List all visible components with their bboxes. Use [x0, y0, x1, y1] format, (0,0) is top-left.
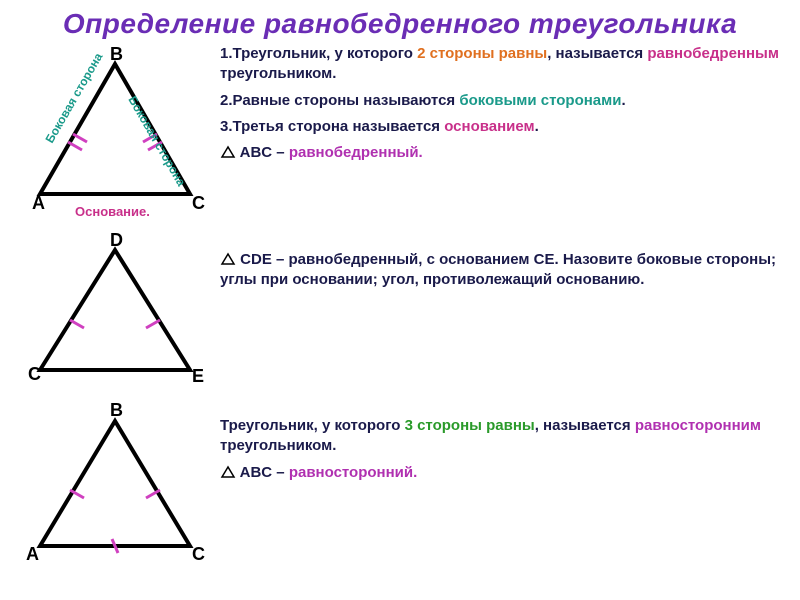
vertex-d: D — [110, 230, 123, 250]
row-2: C D E CDE – равнобедренный, с основанием… — [20, 230, 780, 390]
def-3: 3.Третья сторона называется основанием. — [220, 117, 780, 137]
side-right-label: Боковая сторона — [125, 94, 188, 189]
vertex-a3: A — [26, 544, 39, 564]
content: A B C Боковая сторона Боковая сторона Ос… — [0, 44, 800, 572]
page-title: Определение равнобедренного треугольника — [0, 0, 800, 44]
vertex-e: E — [192, 366, 204, 386]
triangle-icon — [220, 145, 236, 159]
figure-2: C D E — [20, 230, 220, 390]
base-label: Основание. — [75, 204, 150, 219]
def-1: 1.Треугольник, у которого 2 стороны равн… — [220, 44, 780, 85]
text-block-1: 1.Треугольник, у которого 2 стороны равн… — [220, 44, 780, 169]
row-3: A B C Треугольник, у которого 3 стороны … — [20, 396, 780, 566]
stmt-abc-eq: ABC – равносторонний. — [220, 463, 780, 483]
vertex-b: B — [110, 44, 123, 64]
vertex-c3: C — [192, 544, 205, 564]
def-equilateral: Треугольник, у которого 3 стороны равны,… — [220, 416, 780, 457]
triangle-abc-isosceles: A B C Боковая сторона Боковая сторона Ос… — [20, 44, 220, 224]
triangle-cde: C D E — [20, 230, 220, 390]
row-1: A B C Боковая сторона Боковая сторона Ос… — [20, 44, 780, 224]
figure-3: A B C — [20, 396, 220, 566]
stmt-cde: CDE – равнобедренный, с основанием CE. Н… — [220, 250, 780, 291]
text-block-2: CDE – равнобедренный, с основанием CE. Н… — [220, 230, 780, 297]
figure-1: A B C Боковая сторона Боковая сторона Ос… — [20, 44, 220, 224]
vertex-a: A — [32, 193, 45, 213]
text-block-3: Треугольник, у которого 3 стороны равны,… — [220, 396, 780, 489]
def-2: 2.Равные стороны называются боковыми сто… — [220, 91, 780, 111]
stmt-abc-iso: ABC – равнобедренный. — [220, 143, 780, 163]
triangle-icon — [220, 252, 236, 266]
triangle-icon — [220, 465, 236, 479]
triangle-abc-equilateral: A B C — [20, 396, 220, 566]
vertex-b3: B — [110, 400, 123, 420]
vertex-c: C — [192, 193, 205, 213]
vertex-c2: C — [28, 364, 41, 384]
